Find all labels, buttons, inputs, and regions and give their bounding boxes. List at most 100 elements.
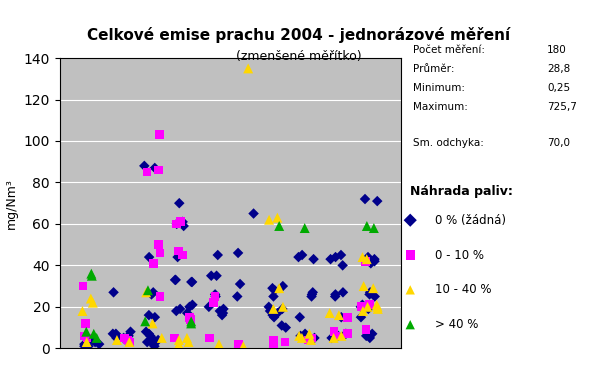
Point	[187, 279, 196, 285]
Point	[362, 223, 371, 229]
Point	[215, 308, 225, 314]
Text: Počet měření:: Počet měření:	[413, 45, 484, 55]
Text: 70,0: 70,0	[547, 137, 570, 147]
Point	[80, 333, 89, 339]
Point	[188, 302, 197, 308]
Point	[310, 335, 319, 341]
Point	[154, 167, 163, 173]
Point	[218, 310, 228, 316]
Point	[356, 304, 366, 310]
Point	[185, 304, 194, 310]
Point	[178, 252, 187, 258]
Point	[304, 330, 314, 337]
Point	[206, 272, 216, 279]
Point	[111, 333, 121, 339]
Point	[331, 333, 341, 339]
Text: 725,7: 725,7	[547, 102, 577, 112]
Point	[150, 343, 159, 349]
Point	[150, 314, 160, 320]
Text: 28,8: 28,8	[547, 64, 570, 74]
Point	[87, 272, 97, 279]
Point	[179, 223, 188, 229]
Text: > 40 %: > 40 %	[435, 318, 478, 331]
Point	[87, 271, 96, 277]
Text: Minimum:: Minimum:	[413, 84, 465, 93]
Point	[356, 304, 365, 310]
Point	[155, 293, 165, 300]
Point	[112, 337, 122, 343]
Point	[343, 314, 352, 320]
Point	[184, 339, 193, 345]
Text: Náhrada paliv:: Náhrada paliv:	[410, 185, 513, 199]
Point	[185, 314, 194, 320]
Point	[361, 327, 371, 333]
Point	[303, 337, 313, 343]
Point	[81, 329, 91, 335]
Point	[147, 335, 157, 341]
Point	[343, 330, 352, 337]
Point	[78, 283, 88, 289]
Point	[373, 198, 382, 204]
Point	[327, 335, 337, 341]
Point	[308, 289, 318, 295]
Point	[145, 333, 155, 339]
Point	[233, 293, 242, 300]
Point	[92, 335, 102, 341]
Point	[268, 312, 277, 318]
Point	[368, 285, 378, 291]
Point	[269, 314, 279, 320]
Text: Sm. odchyka:: Sm. odchyka:	[413, 137, 484, 147]
Point	[109, 289, 118, 295]
Point	[269, 337, 278, 343]
Point	[367, 330, 377, 337]
Point	[296, 333, 306, 339]
Point	[365, 335, 374, 341]
Point	[234, 341, 243, 347]
Point	[268, 285, 277, 291]
Point	[82, 339, 91, 345]
Point	[141, 318, 150, 324]
Point	[361, 333, 371, 339]
Point	[155, 132, 164, 138]
Point	[120, 335, 129, 341]
Point	[172, 221, 182, 227]
Point	[358, 308, 368, 314]
Point	[363, 304, 373, 310]
Point	[126, 329, 135, 335]
Point	[143, 287, 152, 293]
Text: 0 % (žádná): 0 % (žádná)	[435, 214, 506, 227]
Point	[89, 330, 99, 337]
Y-axis label: mg/Nm³: mg/Nm³	[5, 178, 18, 229]
Point	[270, 287, 279, 293]
Point	[278, 283, 288, 289]
Point	[325, 310, 334, 316]
Point	[334, 312, 344, 318]
Point	[358, 254, 367, 260]
Point	[144, 312, 154, 318]
Point	[364, 306, 373, 312]
Point	[331, 291, 340, 298]
Point	[155, 250, 165, 256]
Point	[78, 308, 87, 314]
Point	[361, 258, 370, 264]
Point	[157, 335, 167, 341]
Point	[306, 337, 316, 343]
Point	[294, 254, 303, 260]
Point	[80, 343, 89, 349]
Point	[264, 304, 273, 310]
Point	[274, 285, 284, 291]
Text: Maximum:: Maximum:	[413, 102, 468, 112]
Point	[309, 256, 318, 262]
Point	[90, 339, 100, 345]
Point	[360, 196, 370, 202]
Point	[338, 262, 347, 269]
Point	[111, 330, 121, 337]
Point	[269, 341, 279, 347]
Point	[174, 337, 184, 343]
Point	[124, 333, 133, 339]
Point	[363, 254, 373, 260]
Point	[300, 225, 310, 231]
Point	[123, 337, 132, 343]
Point	[108, 330, 118, 337]
Point	[150, 165, 160, 171]
